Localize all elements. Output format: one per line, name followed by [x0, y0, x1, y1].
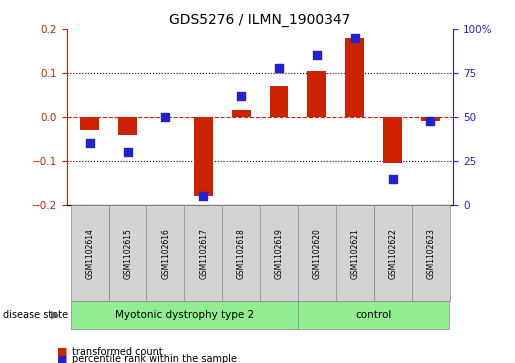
Point	[275, 65, 283, 71]
Text: ■: ■	[57, 347, 67, 357]
Bar	[80, 117, 99, 130]
Text: GSM1102620: GSM1102620	[313, 228, 322, 279]
Text: GSM1102616: GSM1102616	[161, 228, 170, 279]
Text: GSM1102621: GSM1102621	[351, 228, 359, 278]
Point	[313, 53, 321, 58]
Title: GDS5276 / ILMN_1900347: GDS5276 / ILMN_1900347	[169, 13, 351, 26]
Point	[351, 35, 359, 41]
Text: Myotonic dystrophy type 2: Myotonic dystrophy type 2	[115, 310, 254, 320]
Point	[85, 140, 94, 146]
Bar	[345, 38, 364, 117]
Point	[161, 114, 169, 120]
Text: GSM1102614: GSM1102614	[85, 228, 95, 279]
Text: GSM1102623: GSM1102623	[426, 228, 435, 279]
Point	[388, 176, 397, 182]
Text: transformed count: transformed count	[72, 347, 163, 357]
Text: ▶: ▶	[52, 310, 60, 320]
Text: ■: ■	[57, 354, 67, 363]
Text: GSM1102622: GSM1102622	[388, 228, 398, 278]
Bar	[232, 110, 251, 117]
Point	[426, 118, 435, 123]
Bar	[421, 117, 440, 122]
Text: GSM1102618: GSM1102618	[237, 228, 246, 278]
Bar	[307, 71, 327, 117]
Bar	[269, 86, 288, 117]
Point	[199, 193, 208, 199]
Bar	[194, 117, 213, 196]
Bar	[118, 117, 137, 135]
Text: control: control	[355, 310, 392, 320]
Point	[237, 93, 245, 99]
Text: GSM1102615: GSM1102615	[124, 228, 132, 279]
Text: GSM1102619: GSM1102619	[275, 228, 284, 279]
Text: disease state: disease state	[3, 310, 67, 320]
Text: percentile rank within the sample: percentile rank within the sample	[72, 354, 237, 363]
Point	[124, 150, 132, 155]
Text: GSM1102617: GSM1102617	[199, 228, 208, 279]
Bar	[383, 117, 402, 163]
